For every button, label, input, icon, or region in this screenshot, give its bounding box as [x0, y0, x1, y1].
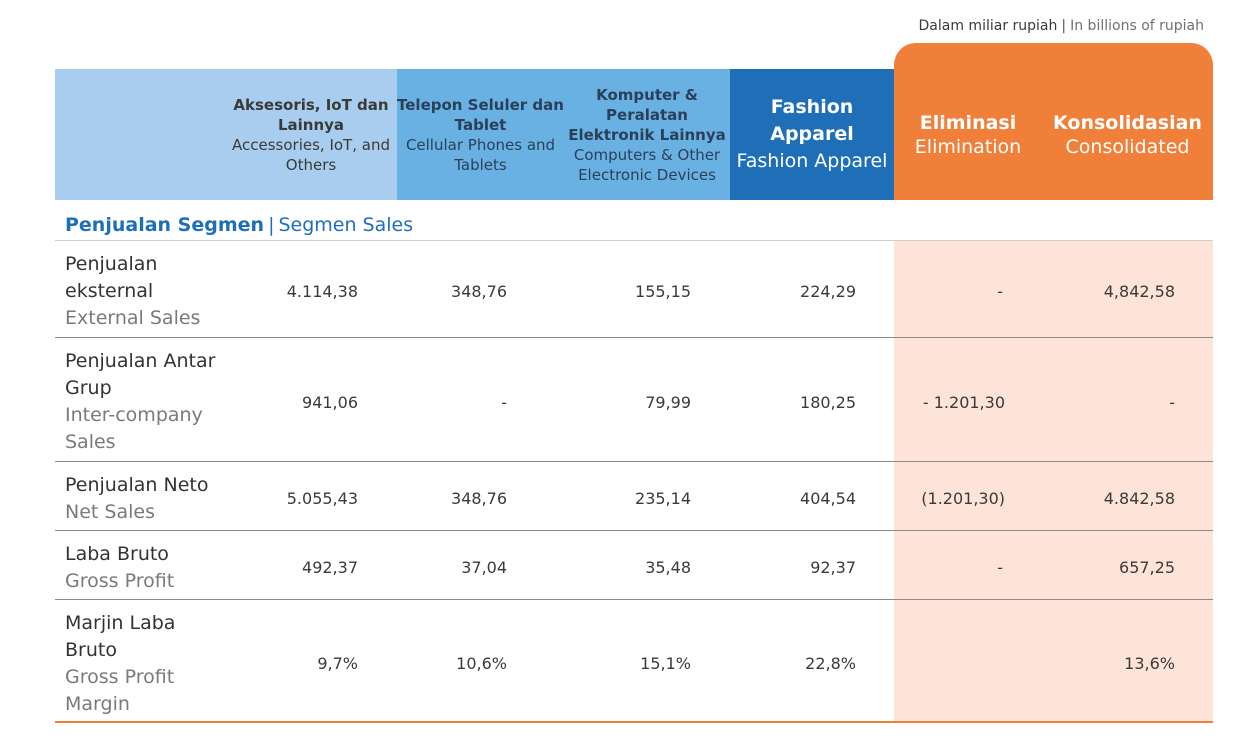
peach-column-block — [894, 241, 1213, 723]
value-fashion: 224,29 — [800, 282, 856, 301]
row-label: Laba Bruto Gross Profit — [65, 541, 230, 595]
value-fashion: 92,37 — [810, 558, 856, 577]
table-row: Laba Bruto Gross Profit 492,37 37,04 35,… — [55, 531, 1213, 600]
value-cellular: - — [501, 393, 507, 412]
section-title: Penjualan Segmen | Segmen Sales — [65, 211, 413, 239]
table-row: Marjin Laba Bruto Gross Profit Margin 9,… — [55, 600, 1213, 721]
table-row: Penjualan Antar Grup Inter-company Sales… — [55, 338, 1213, 462]
section-title-id: Penjualan Segmen — [65, 214, 265, 236]
table-row: Penjualan eksternal External Sales 4.114… — [55, 241, 1213, 338]
header-cellular-id: Telepon Seluler dan Tablet — [397, 95, 564, 134]
value-accessories: 5.055,43 — [286, 489, 358, 508]
table-bottom-rule — [55, 721, 1213, 723]
value-fashion: 22,8% — [805, 654, 856, 673]
value-consolidated: - — [1169, 393, 1175, 412]
unit-note: Dalam miliar rupiah | In billions of rupia… — [919, 18, 1204, 34]
row-label: Penjualan Antar Grup Inter-company Sales — [65, 348, 230, 456]
value-consolidated: 4.842,58 — [1103, 489, 1175, 508]
value-computers: 235,14 — [635, 489, 691, 508]
table-row: Penjualan Neto Net Sales 5.055,43 348,76… — [55, 462, 1213, 531]
row-label: Penjualan Neto Net Sales — [65, 472, 230, 526]
row-label-en: Inter-company Sales — [65, 404, 203, 453]
header-consolidated-id: Konsolidasian — [1053, 111, 1202, 134]
value-computers: 79,99 — [645, 393, 691, 412]
value-accessories: 492,37 — [302, 558, 358, 577]
header-elimination-en: Elimination — [914, 135, 1022, 158]
value-consolidated: 13,6% — [1124, 654, 1175, 673]
unit-note-id: Dalam miliar rupiah — [918, 18, 1058, 34]
row-label-en: External Sales — [65, 307, 201, 329]
value-elimination: (1.201,30) — [921, 489, 1005, 508]
value-consolidated: 4,842,58 — [1103, 282, 1175, 301]
row-label-en: Gross Profit Margin — [65, 666, 175, 715]
header-accessories: Aksesoris, IoT dan Lainnya Accessories, … — [225, 69, 397, 200]
row-label-id: Penjualan eksternal — [65, 253, 158, 302]
header-fashion: Fashion Apparel Fashion Apparel — [730, 69, 894, 200]
value-computers: 15,1% — [640, 654, 691, 673]
value-cellular: 348,76 — [451, 489, 507, 508]
header-fashion-id: Fashion Apparel — [770, 96, 854, 145]
unit-note-en: In billions of rupiah — [1070, 18, 1204, 34]
value-cellular: 348,76 — [451, 282, 507, 301]
row-label: Penjualan eksternal External Sales — [65, 251, 230, 332]
section-title-separator: | — [268, 214, 275, 236]
header-fashion-en: Fashion Apparel — [736, 150, 888, 172]
header-accessories-en: Accessories, IoT, and Others — [232, 135, 390, 174]
value-accessories: 9,7% — [317, 654, 358, 673]
value-fashion: 404,54 — [800, 489, 856, 508]
header-cellular-en: Cellular Phones and Tablets — [405, 135, 556, 174]
row-label-id: Marjin Laba Bruto — [65, 612, 176, 661]
segment-table: Aksesoris, IoT dan Lainnya Accessories, … — [55, 43, 1213, 733]
value-computers: 155,15 — [635, 282, 691, 301]
header-cellular: Telepon Seluler dan Tablet Cellular Phon… — [397, 69, 564, 200]
section-title-en: Segmen Sales — [278, 214, 414, 236]
header-consolidated: Konsolidasian Consolidated — [1042, 69, 1213, 200]
value-cellular: 10,6% — [456, 654, 507, 673]
value-elimination: - 1.201,30 — [922, 393, 1005, 412]
header-consolidated-en: Consolidated — [1065, 135, 1190, 158]
row-label: Marjin Laba Bruto Gross Profit Margin — [65, 610, 230, 718]
row-label-id: Penjualan Neto — [65, 474, 209, 496]
value-fashion: 180,25 — [800, 393, 856, 412]
row-label-id: Penjualan Antar Grup — [65, 350, 216, 399]
row-label-id: Laba Bruto — [65, 543, 169, 565]
value-consolidated: 657,25 — [1119, 558, 1175, 577]
row-label-en: Gross Profit — [65, 570, 175, 592]
header-computers: Komputer & Peralatan Elektronik Lainnya … — [564, 69, 730, 200]
header-computers-en: Computers & Other Electronic Devices — [573, 145, 721, 184]
header-elimination: Eliminasi Elimination — [894, 69, 1042, 200]
section-divider — [55, 240, 1213, 241]
row-label-en: Net Sales — [65, 501, 155, 523]
value-elimination: - — [997, 558, 1003, 577]
orange-header-block — [894, 43, 1213, 200]
header-computers-id: Komputer & Peralatan Elektronik Lainnya — [568, 85, 726, 144]
value-cellular: 37,04 — [461, 558, 507, 577]
value-accessories: 4.114,38 — [286, 282, 358, 301]
header-elimination-id: Eliminasi — [919, 111, 1017, 134]
value-accessories: 941,06 — [302, 393, 358, 412]
unit-note-separator: | — [1061, 18, 1067, 34]
value-elimination: - — [997, 282, 1003, 301]
header-accessories-id: Aksesoris, IoT dan Lainnya — [233, 95, 389, 134]
value-computers: 35,48 — [645, 558, 691, 577]
header-label-cell — [55, 69, 225, 200]
